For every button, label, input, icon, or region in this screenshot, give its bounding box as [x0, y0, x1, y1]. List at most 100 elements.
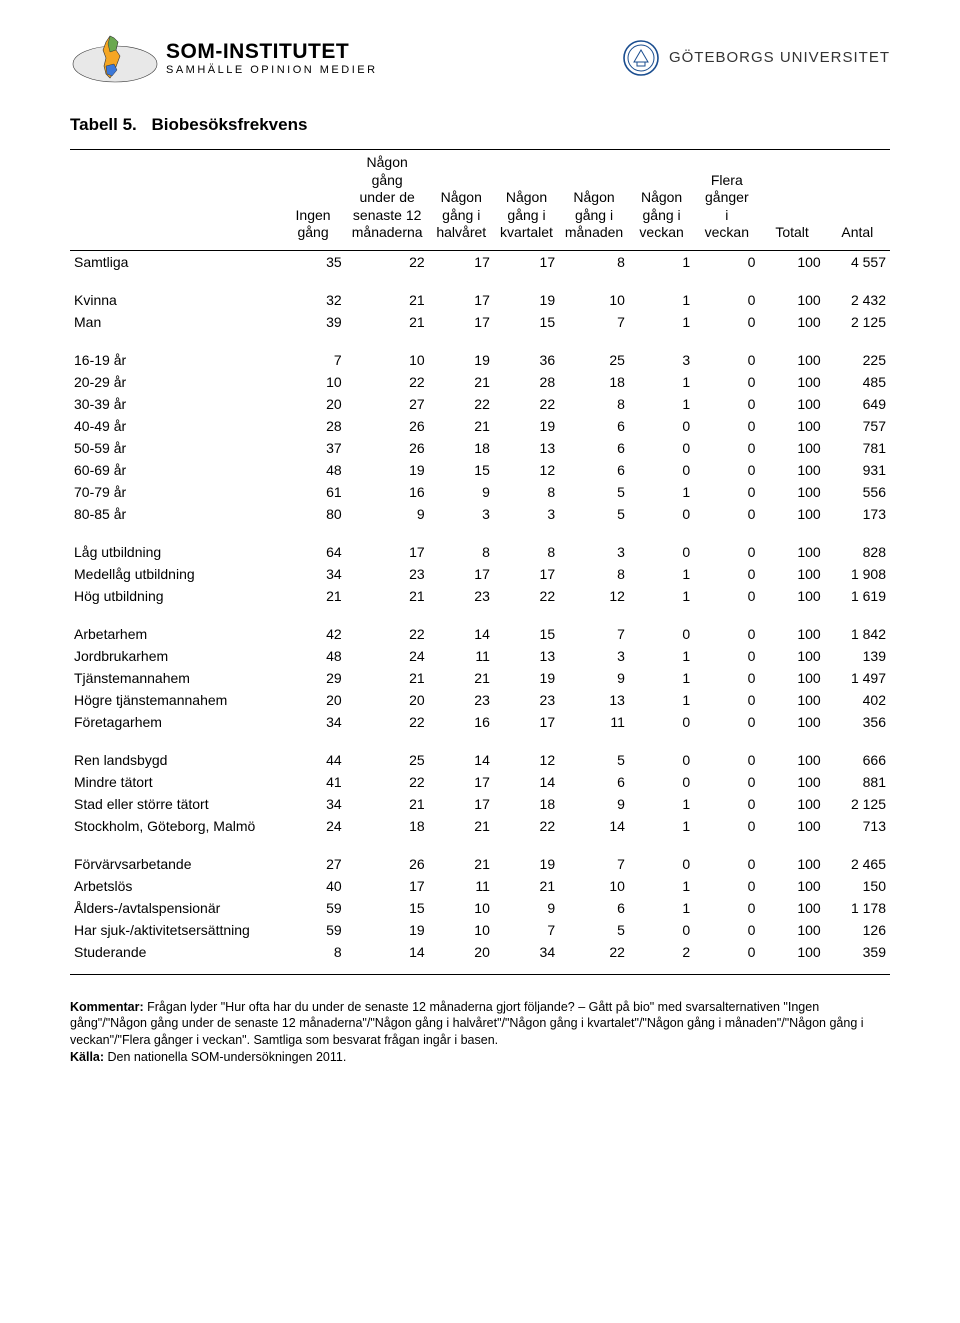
- cell-value: 1: [629, 875, 694, 897]
- cell-value: 3: [559, 541, 629, 563]
- cell-value: 1: [629, 585, 694, 607]
- cell-value: 34: [494, 941, 559, 963]
- som-subtitle: SAMHÄLLE OPINION MEDIER: [166, 64, 378, 76]
- row-label: 40-49 år: [70, 415, 280, 437]
- cell-value: 100: [759, 623, 824, 645]
- table-row: 40-49 år28262119600100757: [70, 415, 890, 437]
- cell-value: 14: [429, 749, 494, 771]
- column-header: Någongång iveckan: [629, 150, 694, 251]
- column-header: Totalt: [759, 150, 824, 251]
- cell-value: 1 178: [825, 897, 890, 919]
- row-label: Högre tjänstemannahem: [70, 689, 280, 711]
- cell-value: 21: [494, 875, 559, 897]
- cell-value: 32: [280, 289, 345, 311]
- cell-value: 15: [494, 623, 559, 645]
- cell-value: 100: [759, 853, 824, 875]
- cell-value: 23: [429, 585, 494, 607]
- cell-value: 100: [759, 371, 824, 393]
- cell-value: 0: [694, 563, 759, 585]
- row-label: Har sjuk-/aktivitetsersättning: [70, 919, 280, 941]
- row-label: Ren landsbygd: [70, 749, 280, 771]
- cell-value: 19: [494, 853, 559, 875]
- cell-value: 8: [559, 563, 629, 585]
- row-label: Kvinna: [70, 289, 280, 311]
- group-spacer: [70, 333, 890, 349]
- cell-value: 10: [429, 919, 494, 941]
- cell-value: 1: [629, 393, 694, 415]
- cell-value: 0: [694, 897, 759, 919]
- cell-value: 0: [694, 793, 759, 815]
- cell-value: 359: [825, 941, 890, 963]
- table-row: 60-69 år48191512600100931: [70, 459, 890, 481]
- cell-value: 27: [346, 393, 429, 415]
- cell-value: 21: [429, 371, 494, 393]
- cell-value: 0: [694, 941, 759, 963]
- cell-value: 28: [494, 371, 559, 393]
- cell-value: 1: [629, 667, 694, 689]
- cell-value: 0: [694, 437, 759, 459]
- cell-value: 8: [494, 541, 559, 563]
- cell-value: 7: [280, 349, 345, 371]
- column-header: Antal: [825, 150, 890, 251]
- cell-value: 8: [559, 393, 629, 415]
- cell-value: 61: [280, 481, 345, 503]
- cell-value: 2: [629, 941, 694, 963]
- cell-value: 0: [629, 919, 694, 941]
- row-label: Arbetarhem: [70, 623, 280, 645]
- row-label: Man: [70, 311, 280, 333]
- table-row: 30-39 år20272222810100649: [70, 393, 890, 415]
- table-row: 16-19 år71019362530100225: [70, 349, 890, 371]
- cell-value: 22: [494, 393, 559, 415]
- row-label: Mindre tätort: [70, 771, 280, 793]
- table-title: Tabell 5. Biobesöksfrekvens: [70, 115, 890, 135]
- column-header: Fleragångeriveckan: [694, 150, 759, 251]
- cell-value: 17: [429, 771, 494, 793]
- row-label: Jordbrukarhem: [70, 645, 280, 667]
- cell-value: 10: [559, 875, 629, 897]
- cell-value: 18: [494, 793, 559, 815]
- cell-value: 21: [346, 793, 429, 815]
- cell-value: 22: [494, 585, 559, 607]
- cell-value: 100: [759, 645, 824, 667]
- cell-value: 22: [346, 771, 429, 793]
- cell-value: 100: [759, 349, 824, 371]
- cell-value: 6: [559, 771, 629, 793]
- cell-value: 0: [694, 919, 759, 941]
- cell-value: 9: [559, 793, 629, 815]
- cell-value: 19: [494, 667, 559, 689]
- table-row: Arbetarhem422214157001001 842: [70, 623, 890, 645]
- cell-value: 22: [346, 711, 429, 733]
- cell-value: 0: [694, 311, 759, 333]
- cell-value: 48: [280, 459, 345, 481]
- cell-value: 0: [694, 541, 759, 563]
- table-row: Förvärvsarbetande272621197001002 465: [70, 853, 890, 875]
- kalla-label: Källa:: [70, 1050, 104, 1064]
- cell-value: 100: [759, 749, 824, 771]
- cell-value: 1: [629, 563, 694, 585]
- cell-value: 3: [494, 503, 559, 525]
- column-header: [70, 150, 280, 251]
- cell-value: 100: [759, 875, 824, 897]
- cell-value: 19: [494, 415, 559, 437]
- cell-value: 37: [280, 437, 345, 459]
- goteborgs-universitet-logo: GÖTEBORGS UNIVERSITET: [623, 40, 890, 76]
- cell-value: 0: [694, 503, 759, 525]
- cell-value: 1: [629, 815, 694, 837]
- cell-value: 13: [559, 689, 629, 711]
- cell-value: 100: [759, 667, 824, 689]
- cell-value: 666: [825, 749, 890, 771]
- table-row: Studerande81420342220100359: [70, 941, 890, 963]
- cell-value: 5: [559, 749, 629, 771]
- kommentar-text: Frågan lyder "Hur ofta har du under de s…: [70, 1000, 864, 1048]
- cell-value: 2 125: [825, 793, 890, 815]
- cell-value: 17: [429, 250, 494, 273]
- cell-value: 9: [346, 503, 429, 525]
- som-institutet-logo: SOM-INSTITUTET SAMHÄLLE OPINION MEDIER: [70, 30, 378, 85]
- cell-value: 931: [825, 459, 890, 481]
- group-spacer: [70, 837, 890, 853]
- table-row: Ren landsbygd44251412500100666: [70, 749, 890, 771]
- group-spacer: [70, 733, 890, 749]
- table-row: Hög utbildning2121232212101001 619: [70, 585, 890, 607]
- cell-value: 40: [280, 875, 345, 897]
- cell-value: 0: [694, 623, 759, 645]
